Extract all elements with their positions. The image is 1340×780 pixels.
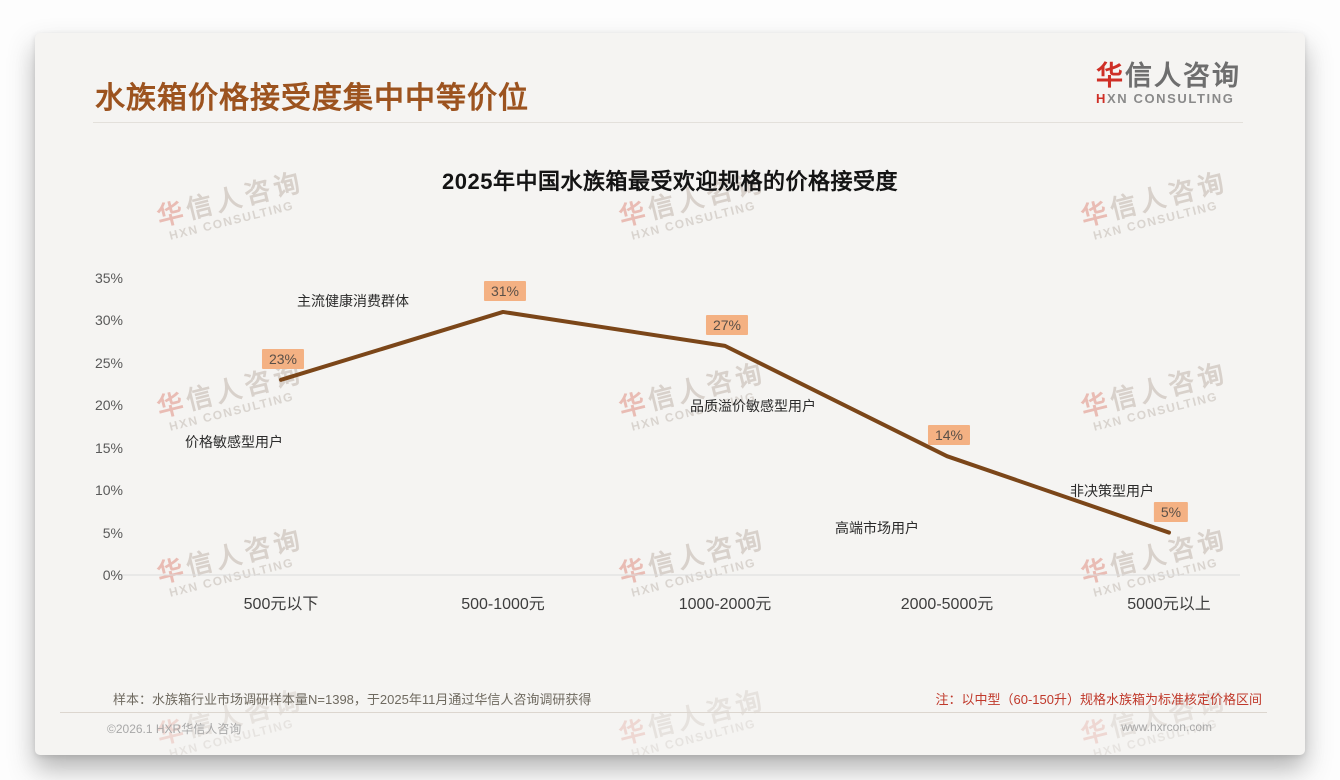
data-point-label: 31% [483,280,527,301]
header-divider [93,122,1243,123]
page-title: 水族箱价格接受度集中中等价位 [95,82,529,115]
data-point-label: 27% [705,314,749,335]
logo-english: HXN CONSULTING [1096,91,1241,107]
logo-chinese: 华信人咨询 [1096,61,1241,91]
trend-line [279,309,1171,535]
logo-en-accent: H [1096,91,1107,106]
logo-en-rest: XN CONSULTING [1107,91,1235,106]
chart-title: 2025年中国水族箱最受欢迎规格的价格接受度 [442,169,898,194]
logo-cn-rest: 信人咨询 [1125,61,1241,91]
data-point-label: 5% [1153,501,1189,522]
y-tick-label: 5% [102,524,123,541]
x-axis-label: 500元以下 [243,596,319,613]
segment-annotation: 高端市场用户 [835,520,919,536]
x-axis-label: 2000-5000元 [900,596,994,613]
data-point-label: 23% [261,348,305,369]
line-chart [115,309,1240,576]
sample-note: 样本：水族箱行业市场调研样本量N=1398，于2025年11月通过华信人咨询调研… [113,692,592,707]
segment-annotation: 品质溢价敏感型用户 [690,398,816,414]
x-axis-label: 500-1000元 [461,596,545,613]
segment-annotation: 价格敏感型用户 [185,434,283,450]
y-tick-label: 30% [94,312,123,329]
y-tick-label: 35% [94,270,123,286]
website-link[interactable]: www.hxrcon.com [1121,720,1212,734]
logo-cn-accent: 华 [1096,61,1125,91]
y-tick-label: 0% [102,567,123,583]
y-tick-label: 25% [94,354,123,371]
y-tick-label: 15% [94,439,123,456]
report-card: 水族箱价格接受度集中中等价位 华信人咨询 HXN CONSULTING 华信人咨… [35,33,1305,755]
segment-annotation: 主流健康消费群体 [297,293,409,309]
x-axis-label: 1000-2000元 [678,596,772,613]
company-logo: 华信人咨询 HXN CONSULTING [1096,61,1241,107]
data-point-label: 14% [927,425,971,446]
copyright-text: ©2026.1 HXR华信人咨询 [107,722,242,736]
x-axis-label: 5000元以上 [1127,596,1211,613]
y-tick-label: 20% [94,397,123,414]
segment-annotation: 非决策型用户 [1070,483,1154,499]
y-tick-label: 10% [94,482,123,499]
footer-divider [60,712,1267,713]
method-note: 注：以中型（60-150升）规格水族箱为标准核定价格区间 [935,692,1262,707]
